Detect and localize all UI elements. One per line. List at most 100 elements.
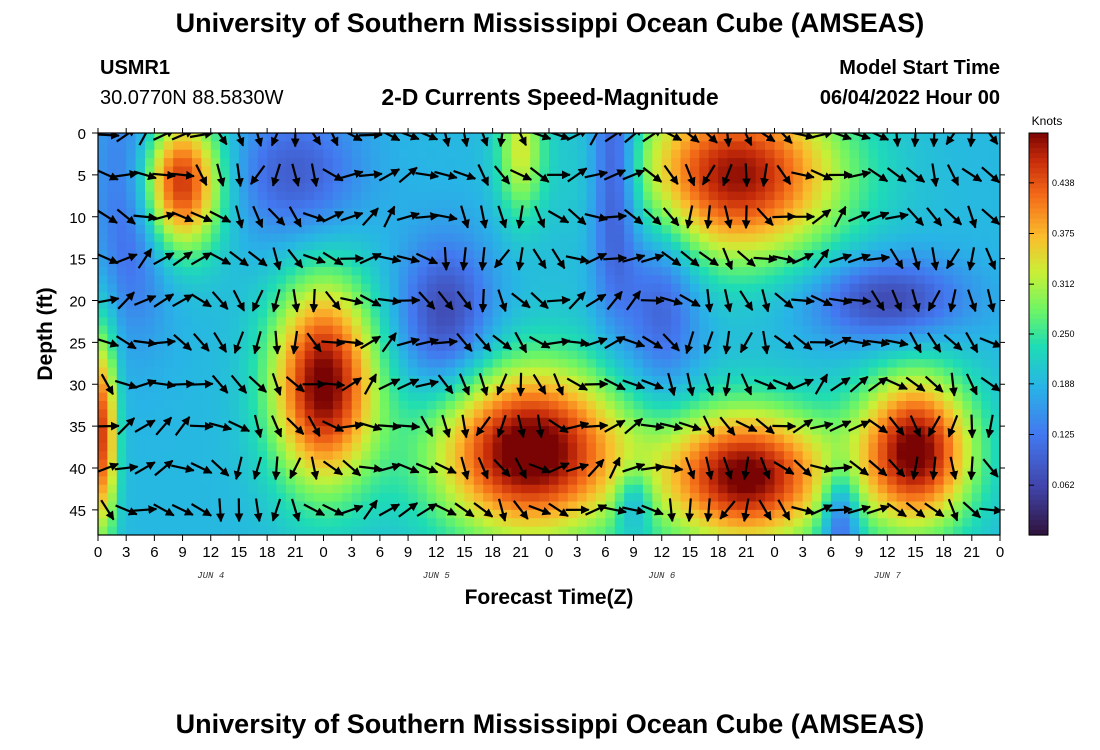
heatmap-cell	[285, 451, 296, 461]
heatmap-cell	[680, 141, 691, 151]
heatmap-cell	[267, 191, 278, 201]
heatmap-cell	[539, 200, 550, 209]
heatmap-cell	[642, 509, 653, 519]
heatmap-cell	[295, 208, 306, 218]
heatmap-cell	[295, 476, 306, 486]
heatmap-cell	[595, 518, 606, 528]
current-vector	[309, 288, 319, 313]
heatmap-cell	[624, 468, 635, 477]
heatmap-cell	[238, 484, 249, 494]
heatmap-cell	[408, 476, 419, 486]
heatmap-cell	[821, 367, 832, 377]
current-vector	[415, 462, 439, 474]
heatmap-cell	[671, 451, 682, 461]
heatmap-cell	[464, 308, 475, 318]
heatmap-cell	[915, 149, 926, 159]
heatmap-cell	[135, 359, 146, 369]
heatmap-cell	[210, 141, 221, 151]
heatmap-cell	[426, 183, 437, 193]
heatmap-cell	[943, 250, 954, 260]
heatmap-cell	[182, 149, 193, 159]
heatmap-cell	[934, 166, 945, 176]
heatmap-cell	[342, 434, 353, 444]
heatmap-cell	[285, 216, 296, 226]
heatmap-cell	[614, 484, 625, 494]
heatmap-cell	[577, 359, 588, 369]
heatmap-cell	[746, 526, 757, 535]
heatmap-cell	[774, 501, 785, 511]
heatmap-cell	[417, 183, 428, 193]
heatmap-cell	[755, 317, 766, 327]
heatmap-cell	[633, 401, 644, 410]
heatmap-cell	[906, 442, 917, 452]
heatmap-cell	[473, 367, 484, 377]
heatmap-cell	[511, 317, 522, 327]
heatmap-cell	[370, 417, 381, 427]
heatmap-cell	[736, 241, 747, 251]
heatmap-cell	[511, 434, 522, 444]
heatmap-cell	[577, 208, 588, 218]
heatmap-cell	[144, 133, 155, 142]
current-vector	[743, 133, 753, 147]
heatmap-cell	[332, 392, 343, 402]
heatmap-cell	[981, 200, 992, 209]
heatmap-cell	[746, 459, 757, 469]
heatmap-cell	[295, 367, 306, 377]
heatmap-cell	[530, 158, 541, 168]
heatmap-cell	[257, 359, 268, 369]
heatmap-cell	[812, 158, 823, 168]
heatmap-cell	[455, 275, 466, 285]
current-vector	[704, 498, 713, 523]
heatmap-cell	[389, 476, 400, 486]
heatmap-cell	[370, 526, 381, 535]
heatmap-cell	[464, 518, 475, 528]
current-vector	[546, 295, 571, 305]
heatmap-cell	[981, 325, 992, 335]
heatmap-cell	[154, 149, 165, 159]
heatmap-cell	[98, 509, 108, 519]
heatmap-cell	[896, 183, 907, 193]
heatmap-cell	[736, 325, 747, 335]
heatmap-cell	[135, 518, 146, 528]
heatmap-cell	[483, 141, 494, 151]
heatmap-cell	[370, 174, 381, 184]
heatmap-cell	[915, 401, 926, 410]
heatmap-cell	[708, 484, 719, 494]
heatmap-cell	[191, 468, 202, 477]
heatmap-cell	[163, 200, 174, 209]
heatmap-cell	[642, 468, 653, 477]
heatmap-cell	[689, 518, 700, 528]
heatmap-cell	[708, 442, 719, 452]
heatmap-cell	[821, 183, 832, 193]
heatmap-cell	[238, 183, 249, 193]
heatmap-cell	[868, 191, 879, 201]
heatmap-cell	[567, 334, 578, 343]
heatmap-cell	[586, 216, 597, 226]
heatmap-cell	[229, 401, 240, 410]
heatmap-cell	[520, 334, 531, 343]
current-vector	[437, 374, 454, 395]
heatmap-cell	[473, 468, 484, 477]
heatmap-cell	[98, 476, 108, 486]
heatmap-cell	[990, 317, 1000, 327]
heatmap-cell	[765, 417, 776, 427]
heatmap-cell	[934, 451, 945, 461]
heatmap-cell	[614, 359, 625, 369]
heatmap-cell	[812, 200, 823, 209]
heatmap-cell	[671, 392, 682, 402]
heatmap-cell	[614, 401, 625, 410]
heatmap-cell	[520, 484, 531, 494]
heatmap-cell	[633, 484, 644, 494]
current-vector	[322, 503, 344, 516]
heatmap-cell	[586, 325, 597, 335]
heatmap-cell	[144, 350, 155, 360]
heatmap-cell	[342, 350, 353, 360]
heatmap-cell	[267, 158, 278, 168]
heatmap-cell	[689, 451, 700, 461]
heatmap-cell	[614, 392, 625, 402]
heatmap-cell	[361, 267, 372, 276]
heatmap-cell	[990, 166, 1000, 176]
heatmap-cell	[276, 233, 287, 243]
heatmap-cell	[135, 434, 146, 444]
heatmap-cell	[98, 375, 108, 385]
